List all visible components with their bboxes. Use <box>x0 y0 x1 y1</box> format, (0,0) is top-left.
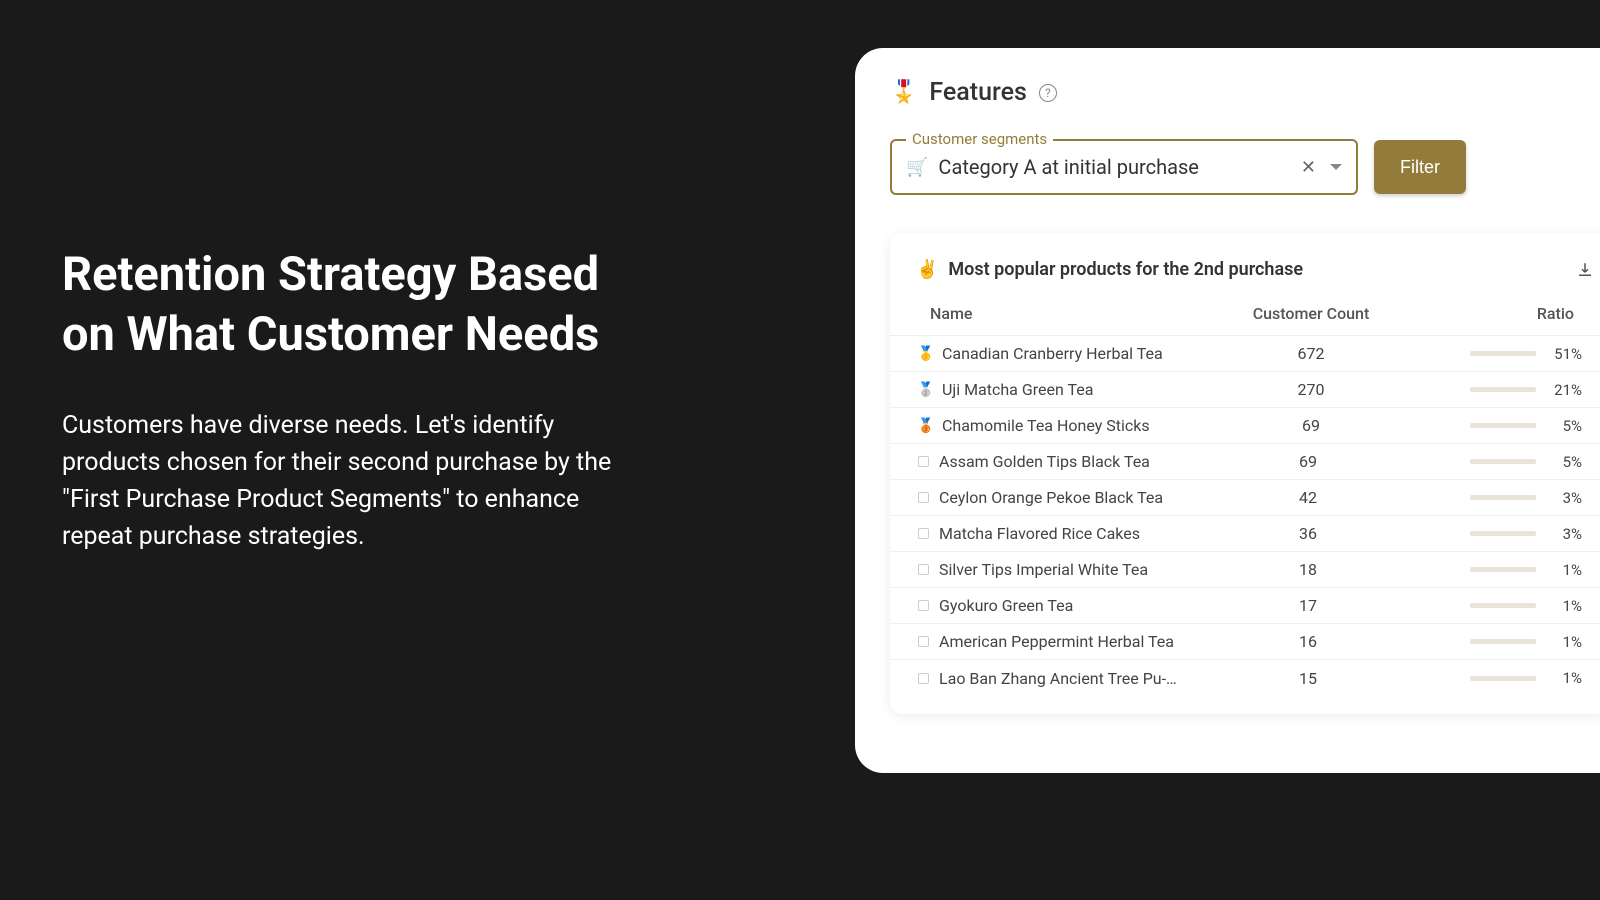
card-header: ✌️ Most popular products for the 2nd pur… <box>890 259 1600 280</box>
table-row[interactable]: American Peppermint Herbal Tea 16 1% <box>890 624 1600 660</box>
chevron-down-icon[interactable] <box>1330 164 1342 170</box>
customer-count: 69 <box>1246 416 1376 435</box>
marketing-text-panel: Retention Strategy Based on What Custome… <box>62 245 652 555</box>
customer-count: 672 <box>1246 344 1376 363</box>
rank-box-icon <box>918 564 929 575</box>
features-medal-icon: 🎖️ <box>890 80 917 105</box>
ratio-bar <box>1470 531 1536 536</box>
customer-count: 17 <box>1243 596 1373 615</box>
ratio-label: 51% <box>1546 345 1582 363</box>
product-name: Lao Ban Zhang Ancient Tree Pu-… <box>933 669 1243 688</box>
product-name: American Peppermint Herbal Tea <box>933 632 1243 651</box>
table-row[interactable]: 🥈 Uji Matcha Green Tea 270 21% <box>890 372 1600 408</box>
ratio-cell: 1% <box>1373 561 1582 579</box>
ratio-cell: 51% <box>1376 345 1582 363</box>
ratio-label: 5% <box>1546 453 1582 471</box>
ratio-label: 5% <box>1546 417 1582 435</box>
table-row[interactable]: Gyokuro Green Tea 17 1% <box>890 588 1600 624</box>
ratio-label: 1% <box>1546 633 1582 651</box>
medal-icon: 🥈 <box>916 382 936 398</box>
ratio-cell: 21% <box>1376 381 1582 399</box>
ratio-bar <box>1470 603 1536 608</box>
ratio-bar <box>1470 387 1536 392</box>
ratio-cell: 3% <box>1373 525 1582 543</box>
cart-icon: 🛒 <box>906 157 928 178</box>
segment-value: Category A at initial purchase <box>938 155 1286 179</box>
ratio-label: 1% <box>1546 669 1582 687</box>
rank-box-icon <box>918 492 929 503</box>
column-name: Name <box>916 304 1246 323</box>
ratio-label: 1% <box>1546 561 1582 579</box>
rank-box-icon <box>918 636 929 647</box>
download-icon[interactable] <box>1576 261 1594 279</box>
ratio-bar <box>1470 459 1536 464</box>
product-name: Canadian Cranberry Herbal Tea <box>936 344 1246 363</box>
product-name: Gyokuro Green Tea <box>933 596 1243 615</box>
customer-count: 36 <box>1243 524 1373 543</box>
page-heading: Retention Strategy Based on What Custome… <box>62 245 652 365</box>
ratio-cell: 5% <box>1373 453 1582 471</box>
features-header: 🎖️ Features ? <box>890 78 1600 107</box>
ratio-cell: 3% <box>1373 489 1582 507</box>
filter-row: Customer segments 🛒 Category A at initia… <box>890 139 1600 195</box>
table-row[interactable]: Ceylon Orange Pekoe Black Tea 42 3% <box>890 480 1600 516</box>
rank-box-icon <box>918 673 929 684</box>
ratio-bar <box>1470 567 1536 572</box>
table-row[interactable]: 🥉 Chamomile Tea Honey Sticks 69 5% <box>890 408 1600 444</box>
product-name: Uji Matcha Green Tea <box>936 380 1246 399</box>
column-count: Customer Count <box>1246 304 1376 323</box>
segment-field-label: Customer segments <box>906 130 1053 148</box>
table-header: Name Customer Count Ratio <box>890 304 1600 336</box>
ratio-label: 21% <box>1546 381 1582 399</box>
product-name: Matcha Flavored Rice Cakes <box>933 524 1243 543</box>
medal-icon: 🥇 <box>916 346 936 362</box>
ratio-cell: 1% <box>1373 597 1582 615</box>
table-row[interactable]: Silver Tips Imperial White Tea 18 1% <box>890 552 1600 588</box>
ratio-label: 1% <box>1546 597 1582 615</box>
ratio-bar <box>1470 423 1536 428</box>
product-name: Silver Tips Imperial White Tea <box>933 560 1243 579</box>
ratio-bar <box>1470 495 1536 500</box>
table-row[interactable]: Assam Golden Tips Black Tea 69 5% <box>890 444 1600 480</box>
rank-box-icon <box>918 456 929 467</box>
rank-box-icon <box>918 600 929 611</box>
page-description: Customers have diverse needs. Let's iden… <box>62 407 652 555</box>
ratio-bar <box>1470 676 1536 681</box>
table-row[interactable]: Matcha Flavored Rice Cakes 36 3% <box>890 516 1600 552</box>
customer-count: 18 <box>1243 560 1373 579</box>
column-ratio: Ratio <box>1376 304 1582 323</box>
clear-icon[interactable]: ✕ <box>1297 153 1320 182</box>
ratio-cell: 1% <box>1373 669 1582 687</box>
features-title: Features <box>929 78 1026 107</box>
customer-segment-selector[interactable]: Customer segments 🛒 Category A at initia… <box>890 139 1358 195</box>
medal-icon: 🥉 <box>916 418 936 434</box>
ratio-bar <box>1470 351 1536 356</box>
filter-button[interactable]: Filter <box>1374 140 1466 194</box>
table-body: 🥇 Canadian Cranberry Herbal Tea 672 51% … <box>890 336 1600 696</box>
ratio-bar <box>1470 639 1536 644</box>
help-icon[interactable]: ? <box>1039 84 1057 102</box>
customer-count: 270 <box>1246 380 1376 399</box>
card-title: Most popular products for the 2nd purcha… <box>948 259 1303 280</box>
ratio-label: 3% <box>1546 489 1582 507</box>
customer-count: 15 <box>1243 669 1373 688</box>
table-row[interactable]: Lao Ban Zhang Ancient Tree Pu-… 15 1% <box>890 660 1600 696</box>
table-row[interactable]: 🥇 Canadian Cranberry Herbal Tea 672 51% <box>890 336 1600 372</box>
customer-count: 16 <box>1243 632 1373 651</box>
ratio-cell: 5% <box>1376 417 1582 435</box>
customer-count: 42 <box>1243 488 1373 507</box>
ratio-label: 3% <box>1546 525 1582 543</box>
product-name: Chamomile Tea Honey Sticks <box>936 416 1246 435</box>
rank-box-icon <box>918 528 929 539</box>
product-name: Assam Golden Tips Black Tea <box>933 452 1243 471</box>
features-panel: 🎖️ Features ? Customer segments 🛒 Catego… <box>855 48 1600 773</box>
product-name: Ceylon Orange Pekoe Black Tea <box>933 488 1243 507</box>
ratio-cell: 1% <box>1373 633 1582 651</box>
peace-icon: ✌️ <box>916 259 938 280</box>
customer-count: 69 <box>1243 452 1373 471</box>
popular-products-card: ✌️ Most popular products for the 2nd pur… <box>890 233 1600 714</box>
